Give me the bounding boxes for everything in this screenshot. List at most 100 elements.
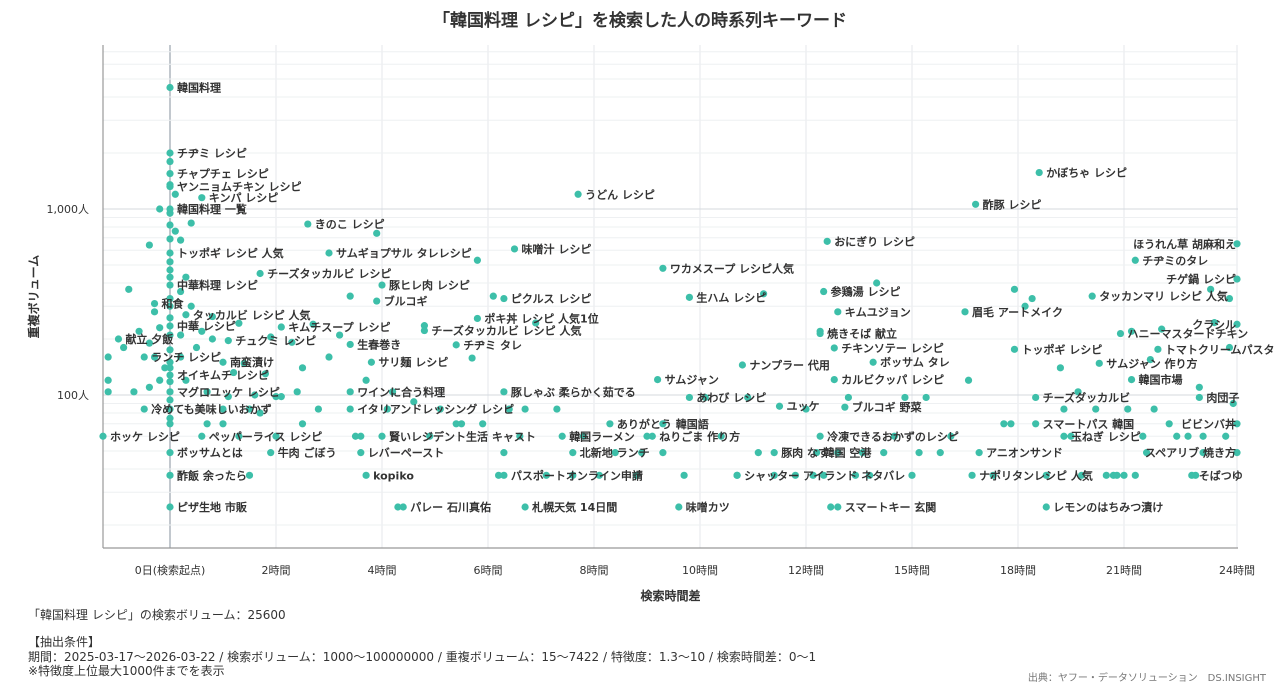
point-label: 酢飯 余ったら bbox=[177, 468, 247, 482]
data-point bbox=[140, 353, 148, 361]
data-point bbox=[99, 432, 107, 440]
conditions-title: 【抽出条件】 bbox=[28, 635, 101, 649]
data-point bbox=[140, 405, 148, 413]
data-point bbox=[569, 471, 577, 479]
data-point bbox=[1150, 405, 1158, 413]
point-label: ボッサムとは bbox=[177, 446, 243, 460]
data-point bbox=[277, 393, 285, 401]
data-point bbox=[1233, 240, 1241, 248]
data-point bbox=[171, 190, 179, 198]
data-point bbox=[1078, 471, 1086, 479]
data-point bbox=[975, 449, 983, 457]
axes: 0日(検索起点) 2時間 4時間 6時間 8時間 10時間 12時間 15時間 18時間 21時間… bbox=[26, 45, 1255, 603]
point-label: チヂミ レシピ bbox=[177, 147, 247, 160]
data-point bbox=[1113, 471, 1121, 479]
point-label: あわび レシピ bbox=[696, 390, 766, 404]
point-label: ホッケ レシピ bbox=[110, 430, 180, 443]
data-point bbox=[224, 393, 232, 401]
data-point bbox=[500, 294, 508, 303]
point-label: タッカルビ レシピ 人気 bbox=[193, 308, 311, 322]
data-point bbox=[166, 396, 174, 404]
data-point bbox=[500, 449, 508, 457]
data-point bbox=[1120, 471, 1128, 479]
point-label: ナンプラー 代用 bbox=[749, 358, 830, 372]
data-point bbox=[145, 383, 153, 391]
point-label: 味噌カツ bbox=[686, 500, 730, 514]
data-point bbox=[150, 300, 159, 308]
point-label: サムギョプサル タレレシピ bbox=[336, 246, 472, 260]
data-point bbox=[809, 471, 817, 479]
data-point bbox=[346, 405, 354, 413]
data-point bbox=[1102, 471, 1110, 479]
data-point bbox=[1131, 471, 1139, 479]
data-point bbox=[166, 205, 174, 213]
data-point bbox=[521, 405, 529, 413]
point-label: ピクルス レシピ bbox=[511, 293, 592, 306]
point-label: ワインに合う料理 bbox=[357, 385, 445, 399]
point-label: チーズダッカルビ bbox=[1043, 390, 1130, 404]
point-label: ピザ生地 市販 bbox=[177, 500, 248, 514]
point-label: チーズタッカルビ レシピ 人気 bbox=[431, 324, 581, 338]
data-point bbox=[298, 364, 307, 372]
data-point bbox=[1032, 393, 1040, 402]
point-label: 韓国ラーメン bbox=[569, 429, 635, 443]
data-point bbox=[1199, 432, 1207, 440]
data-point bbox=[166, 273, 174, 281]
data-point bbox=[135, 327, 143, 335]
data-point bbox=[1207, 285, 1215, 293]
data-point bbox=[219, 420, 227, 428]
data-point bbox=[336, 331, 344, 339]
data-point bbox=[166, 221, 174, 229]
point-label: タッカンマリ レシピ 人気 bbox=[1099, 289, 1228, 303]
point-label: 酢豚 レシピ bbox=[983, 197, 1042, 211]
data-point bbox=[166, 388, 174, 396]
point-label: スペアリブ 焼き方 bbox=[1145, 446, 1236, 460]
data-point bbox=[823, 237, 831, 245]
point-label: チーズタッカルビ レシピ bbox=[267, 267, 391, 281]
x-tick-label: 15時間 bbox=[894, 564, 930, 577]
point-label: 味噌汁 レシピ bbox=[522, 242, 592, 256]
data-point bbox=[880, 449, 888, 457]
data-point bbox=[383, 405, 391, 413]
data-point bbox=[182, 311, 190, 319]
data-point bbox=[1154, 345, 1162, 353]
point-label: 献立 夕飯 bbox=[125, 332, 173, 346]
data-point bbox=[161, 364, 169, 372]
point-label: ペッパーライス レシピ bbox=[209, 430, 322, 443]
data-point bbox=[1184, 432, 1192, 440]
data-point bbox=[166, 149, 174, 157]
data-point bbox=[569, 449, 577, 457]
data-point bbox=[187, 302, 195, 310]
data-point bbox=[267, 449, 275, 457]
data-point bbox=[791, 471, 800, 479]
display-note: ※特徴度上位最大1000件までを表示 bbox=[28, 664, 225, 678]
point-label: アニオンサンド bbox=[986, 447, 1063, 460]
data-point bbox=[685, 293, 694, 301]
data-point bbox=[166, 266, 174, 274]
data-point bbox=[166, 471, 174, 479]
data-point bbox=[813, 449, 821, 457]
data-point bbox=[1195, 393, 1203, 402]
point-label: うどん レシピ bbox=[585, 188, 655, 201]
data-point bbox=[816, 432, 824, 440]
data-point bbox=[479, 420, 487, 428]
point-label: そばつゆ bbox=[1199, 468, 1243, 482]
data-point bbox=[1088, 292, 1096, 300]
point-label: 賢いレジデント生活 キャスト bbox=[389, 429, 536, 443]
data-point bbox=[830, 344, 838, 352]
data-point bbox=[166, 346, 174, 354]
data-point bbox=[595, 471, 603, 479]
data-point bbox=[166, 371, 174, 379]
data-point bbox=[1158, 325, 1166, 333]
data-point bbox=[473, 314, 481, 323]
data-point bbox=[378, 432, 386, 440]
point-label: 中華料理 レシピ bbox=[177, 278, 258, 292]
data-point bbox=[579, 432, 588, 440]
data-point bbox=[219, 358, 227, 366]
point-label: きのこ レシピ bbox=[315, 218, 385, 231]
conditions-line: 期間：2025-03-17〜2026-03-22 / 検索ボリューム：1000〜… bbox=[28, 650, 817, 664]
point-label: 参鶏湯 レシピ bbox=[831, 285, 901, 299]
data-point bbox=[104, 376, 112, 384]
point-label: 牛肉 ごぼう bbox=[278, 446, 337, 460]
data-point bbox=[1225, 343, 1234, 352]
